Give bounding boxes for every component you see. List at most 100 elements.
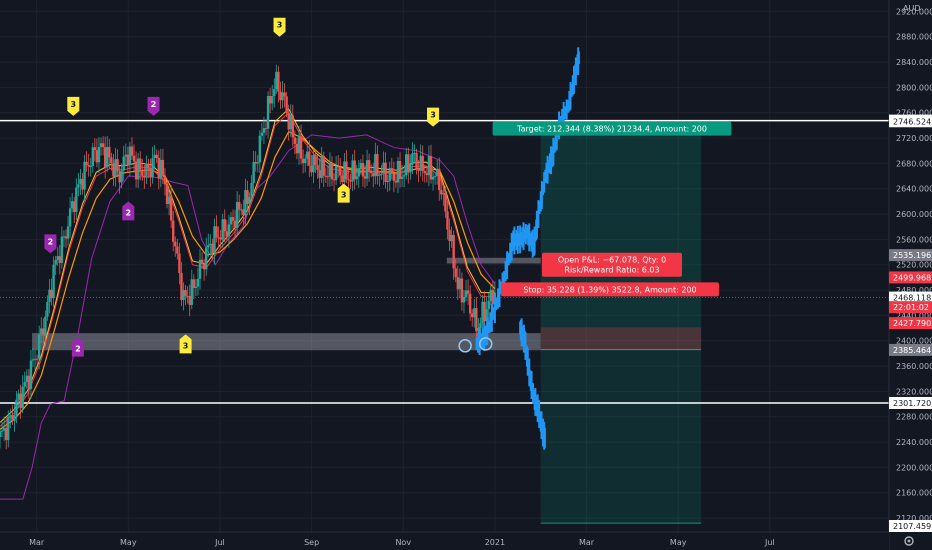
target-label-text: Target: 212.344 (8.38%) 21234.4, Amount:… [516, 125, 707, 134]
candle-body [458, 278, 462, 290]
candle-body [165, 184, 169, 204]
candle-body [336, 166, 340, 168]
candle-body [60, 236, 64, 263]
candle-body [188, 296, 191, 305]
price-tag-bg [889, 115, 932, 128]
candle-body [81, 178, 84, 190]
candle-body [77, 184, 80, 188]
target-label-bg [492, 121, 732, 136]
x-tick-label: May [120, 538, 137, 547]
pnl-label-text: Open P&L: −67.078, Qty: 0 [558, 256, 666, 265]
candle-body [452, 234, 455, 269]
candle-body [70, 201, 74, 209]
candle-body [159, 159, 163, 179]
candle-body [386, 181, 389, 183]
y-tick-label: 2120.000 [896, 514, 932, 523]
price-tag-label: 2499.968 [893, 273, 931, 282]
time-scale[interactable] [0, 532, 889, 550]
candle-body [21, 386, 24, 409]
candle-body [202, 263, 206, 270]
y-tick-label: 2840.000 [896, 58, 932, 67]
y-axis-ticks: 2920.000 2880.000 2840.000 2800.000 2760.000… [896, 7, 932, 523]
candle-body [394, 180, 398, 183]
candle-body [330, 162, 334, 180]
candle-body [240, 209, 243, 211]
candle-body [118, 171, 121, 183]
price-tag-label: 2427.790 [893, 319, 931, 328]
candle-body [0, 430, 4, 432]
horizontal-lines[interactable] [0, 119, 889, 404]
candle-body [264, 128, 268, 130]
candle-body [378, 174, 381, 176]
target-zone [540, 120, 702, 350]
candle-body [180, 272, 183, 301]
candle-body [242, 209, 245, 216]
candle-body [25, 375, 29, 383]
candle-body [419, 155, 422, 171]
price-tag-label: 2107.459 [893, 522, 931, 531]
candle-body [409, 164, 412, 173]
candle-body [198, 259, 202, 279]
pnl-label-text: Risk/Reward Ratio: 6.03 [564, 266, 659, 275]
candle-body [233, 220, 237, 229]
candle-body [172, 220, 175, 242]
candle-body [448, 229, 451, 242]
candle-body [402, 175, 406, 177]
price-tag-bg [889, 343, 932, 356]
wave-marker: 2 [122, 201, 135, 221]
pattern-circle [478, 337, 493, 351]
y-tick-label: 2760.000 [896, 109, 932, 118]
candle-body [361, 163, 365, 177]
candle-body [462, 296, 466, 303]
x-tick-label: Nov [395, 538, 411, 547]
candle-body [427, 156, 431, 176]
price-tag: 2499.968 [889, 271, 932, 284]
wave-markers: 2 3 2 2 2 3 3 3 3 [44, 17, 440, 357]
candle-body [266, 96, 270, 129]
candle-body [256, 162, 259, 164]
x-tick-label: Mar [29, 538, 45, 547]
candle-body [303, 158, 307, 164]
candle-body [359, 163, 363, 169]
candle-body [130, 146, 134, 156]
candle-body [246, 190, 249, 204]
candle-body [83, 161, 86, 190]
stop-label-text: Stop: 35.228 (1.39%) 3522.8, Amount: 200 [523, 285, 696, 294]
gear-icon[interactable] [904, 536, 914, 546]
candle-body [365, 160, 369, 179]
candle-body [314, 155, 317, 165]
price-tag: 2746.524 [889, 115, 932, 128]
long-position-tool[interactable] [540, 120, 702, 524]
x-axis-ticks: Mar May Jul Sep Nov 2021 Mar May Jul [29, 538, 775, 547]
wave-marker-label: 2 [126, 208, 132, 217]
candle-body [277, 71, 280, 92]
y-tick-label: 2480.000 [896, 286, 932, 295]
price-tag-bg [889, 291, 932, 304]
candle-body [369, 170, 373, 174]
candle-body [291, 115, 295, 138]
wave-marker-label: 3 [71, 100, 77, 109]
candle-body [244, 190, 247, 216]
candle-body [487, 301, 490, 310]
candle-body [489, 289, 492, 302]
y-tick-label: 2880.000 [896, 33, 932, 42]
candle-body [431, 176, 435, 180]
candle-body [190, 279, 193, 305]
candle-body [479, 323, 482, 329]
candle-body [268, 96, 272, 104]
candle-body [433, 176, 437, 178]
candle-body [149, 167, 152, 178]
candle-body [120, 170, 123, 183]
candle-body [318, 170, 321, 178]
candle-body [322, 155, 325, 176]
candle-body [306, 151, 309, 159]
price-tag-label: 2535.196 [893, 251, 931, 260]
price-tag-label: 2746.524 [893, 117, 931, 126]
grid [0, 0, 889, 532]
wave-marker: 2 [147, 96, 160, 116]
candle-body [64, 236, 68, 239]
candle-body [231, 217, 235, 221]
y-tick-label: 2360.000 [896, 362, 932, 371]
candle-body [396, 161, 400, 183]
